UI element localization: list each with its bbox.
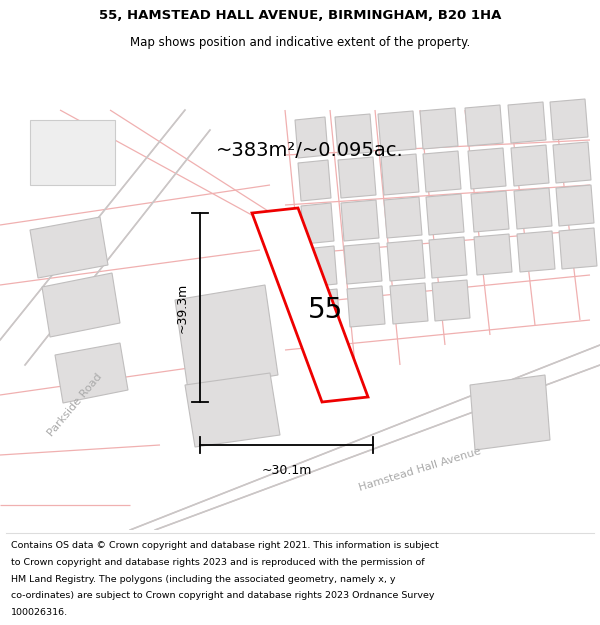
Polygon shape (465, 105, 503, 146)
Text: ~30.1m: ~30.1m (262, 464, 311, 476)
Polygon shape (468, 148, 506, 189)
Polygon shape (470, 375, 550, 450)
Polygon shape (426, 194, 464, 235)
Text: 100026316.: 100026316. (11, 608, 68, 617)
Text: HM Land Registry. The polygons (including the associated geometry, namely x, y: HM Land Registry. The polygons (includin… (11, 574, 395, 584)
Polygon shape (175, 285, 278, 390)
Text: ~383m²/~0.095ac.: ~383m²/~0.095ac. (216, 141, 404, 159)
Text: Hamstead Hall Avenue: Hamstead Hall Avenue (358, 447, 482, 493)
Polygon shape (423, 151, 461, 192)
Text: 55, HAMSTEAD HALL AVENUE, BIRMINGHAM, B20 1HA: 55, HAMSTEAD HALL AVENUE, BIRMINGHAM, B2… (99, 9, 501, 22)
Polygon shape (471, 191, 509, 232)
Polygon shape (559, 228, 597, 269)
Text: co-ordinates) are subject to Crown copyright and database rights 2023 Ordnance S: co-ordinates) are subject to Crown copyr… (11, 591, 434, 600)
Polygon shape (30, 120, 115, 185)
Polygon shape (335, 114, 373, 155)
Polygon shape (553, 142, 591, 183)
Polygon shape (301, 203, 334, 244)
Polygon shape (390, 283, 428, 324)
Polygon shape (304, 246, 337, 287)
Polygon shape (338, 157, 376, 198)
Text: Parkside Road: Parkside Road (46, 372, 104, 438)
Polygon shape (307, 289, 340, 330)
Polygon shape (295, 117, 328, 158)
Polygon shape (550, 99, 588, 140)
Polygon shape (384, 197, 422, 238)
Text: to Crown copyright and database rights 2023 and is reproduced with the permissio: to Crown copyright and database rights 2… (11, 558, 424, 567)
Polygon shape (514, 188, 552, 229)
Polygon shape (511, 145, 549, 186)
Polygon shape (429, 237, 467, 278)
Polygon shape (341, 200, 379, 241)
Polygon shape (185, 373, 280, 447)
Text: Contains OS data © Crown copyright and database right 2021. This information is : Contains OS data © Crown copyright and d… (11, 541, 439, 551)
Polygon shape (378, 111, 416, 152)
Polygon shape (381, 154, 419, 195)
Polygon shape (55, 343, 128, 403)
Text: Map shows position and indicative extent of the property.: Map shows position and indicative extent… (130, 36, 470, 49)
Polygon shape (298, 160, 331, 201)
Polygon shape (30, 217, 108, 278)
Polygon shape (508, 102, 546, 143)
Polygon shape (432, 280, 470, 321)
Polygon shape (347, 286, 385, 327)
Polygon shape (517, 231, 555, 272)
Polygon shape (42, 273, 120, 337)
Polygon shape (252, 208, 368, 402)
Polygon shape (474, 234, 512, 275)
Text: ~39.3m: ~39.3m (176, 282, 188, 332)
Text: 55: 55 (307, 296, 343, 324)
Polygon shape (344, 243, 382, 284)
Polygon shape (556, 185, 594, 226)
Polygon shape (387, 240, 425, 281)
Polygon shape (420, 108, 458, 149)
